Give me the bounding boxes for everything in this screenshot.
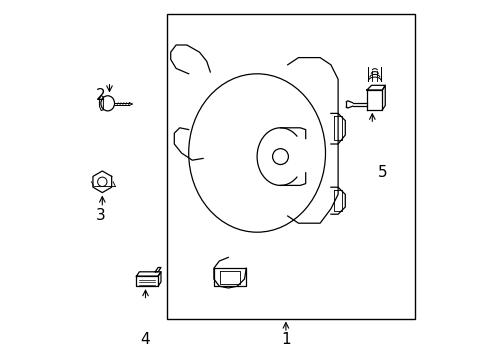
Bar [167, 14, 415, 319]
Text: 1: 1 [281, 332, 290, 347]
Circle shape [272, 149, 288, 165]
Text: 3: 3 [96, 208, 105, 224]
Text: 4: 4 [141, 332, 150, 347]
Text: 5: 5 [378, 165, 387, 180]
Text: 2: 2 [96, 88, 105, 103]
